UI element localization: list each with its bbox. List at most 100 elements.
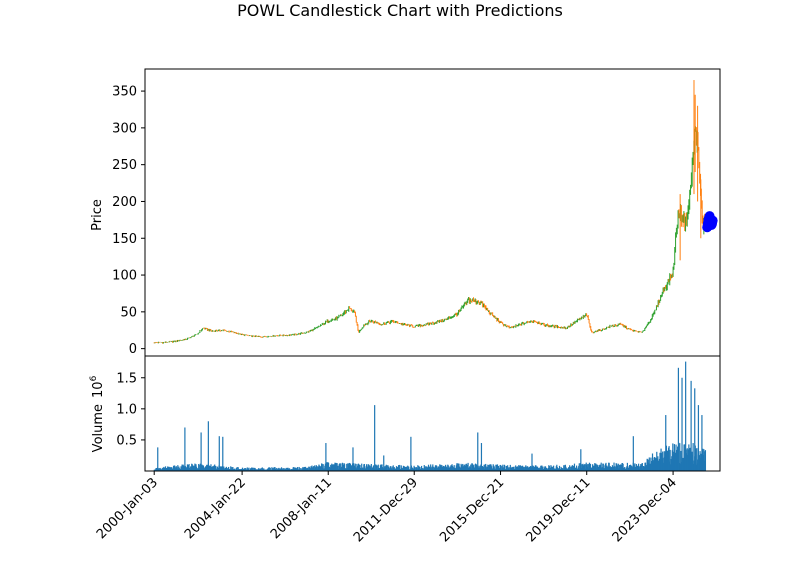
volume-bar	[504, 465, 506, 471]
volume-y-tick-label: 1.5	[116, 371, 137, 386]
price-y-ticks: 0 50 100 150 200 250 300 350	[112, 85, 145, 357]
volume-bar	[327, 462, 330, 471]
volume-bar	[285, 467, 287, 471]
volume-bar	[319, 466, 321, 471]
volume-spike	[632, 436, 634, 471]
volume-bar	[419, 467, 421, 471]
volume-spike	[200, 432, 202, 471]
volume-spike	[697, 405, 700, 471]
volume-bar	[692, 443, 694, 471]
volume-spike	[531, 453, 533, 471]
volume-spike	[352, 447, 354, 471]
volume-bar	[696, 448, 698, 471]
volume-bar	[576, 465, 578, 471]
volume-bar	[322, 464, 324, 471]
volume-y-tick-label: 0.5	[116, 433, 137, 448]
volume-bar	[606, 465, 608, 471]
volume-bar	[680, 450, 682, 471]
volume-spike	[222, 436, 224, 471]
volume-bar	[541, 465, 543, 471]
volume-bar	[249, 468, 252, 471]
volume-bars	[153, 361, 707, 471]
volume-bar	[511, 466, 513, 471]
volume-bar	[252, 467, 254, 471]
volume-bar	[416, 467, 418, 471]
volume-bar	[595, 463, 597, 471]
volume-bar	[612, 466, 614, 471]
volume-y-ticks: 0.5 1.0 1.5	[116, 371, 145, 448]
volume-bar	[573, 463, 576, 471]
volume-y-label: Volume 106	[89, 375, 106, 452]
volume-bar	[467, 462, 469, 471]
volume-bar	[508, 467, 510, 471]
volume-bar	[370, 463, 372, 471]
volume-bar	[519, 465, 522, 471]
volume-bar	[542, 466, 544, 471]
volume-spike	[681, 377, 683, 471]
volume-spike	[665, 415, 667, 471]
volume-bar	[219, 466, 221, 471]
volume-bar	[565, 466, 567, 471]
volume-bar	[496, 464, 499, 471]
volume-bar	[470, 464, 472, 471]
volume-bar	[339, 463, 341, 471]
volume-spike	[685, 361, 687, 471]
volume-bar	[363, 463, 365, 471]
volume-bar	[177, 465, 179, 471]
volume-bar	[340, 463, 342, 471]
volume-bar	[487, 464, 489, 471]
volume-bar	[174, 465, 176, 471]
volume-bar	[479, 465, 481, 471]
volume-bar	[188, 464, 190, 471]
volume-bar	[518, 464, 520, 471]
volume-bar	[230, 466, 232, 471]
volume-spike	[580, 449, 582, 471]
price-y-tick-label: 0	[129, 342, 137, 357]
volume-bar	[386, 465, 388, 471]
volume-bar	[240, 468, 243, 471]
volume-bar	[350, 465, 353, 471]
volume-bar	[307, 467, 309, 471]
volume-spike	[157, 447, 159, 471]
price-y-tick-label: 300	[112, 121, 137, 136]
volume-bar	[596, 464, 598, 471]
volume-bar	[376, 465, 378, 471]
volume-bar	[584, 464, 586, 471]
volume-spike	[184, 427, 186, 471]
volume-bar	[669, 449, 671, 471]
volume-bar	[298, 466, 300, 471]
volume-bar	[283, 468, 285, 471]
volume-bar	[299, 468, 301, 471]
price-y-label: Price	[90, 199, 105, 231]
volume-bar	[600, 462, 602, 471]
volume-bar	[294, 467, 296, 471]
volume-bar	[535, 465, 537, 471]
volume-axes-frame	[144, 355, 721, 472]
x-tick-label: 2004-Jan-22	[182, 475, 249, 542]
volume-bar	[505, 465, 508, 471]
volume-bar	[295, 468, 298, 471]
volume-spike	[694, 388, 696, 471]
volume-spike	[477, 432, 479, 471]
volume-bar	[313, 466, 315, 471]
volume-bar	[414, 466, 416, 471]
volume-bar	[260, 468, 262, 471]
volume-bar	[430, 464, 432, 471]
volume-bar	[435, 465, 438, 471]
volume-scale-exponent: 6	[89, 375, 99, 381]
volume-bar	[302, 467, 305, 471]
x-tick-label: 2023-Dec-04	[610, 475, 680, 545]
volume-bar	[237, 467, 239, 471]
x-tick-label: 2011-Dec-29	[351, 475, 421, 545]
volume-bar	[316, 466, 318, 471]
volume-bar	[248, 467, 250, 471]
volume-bar	[602, 463, 604, 471]
volume-bar	[507, 465, 509, 471]
volume-bar	[618, 464, 620, 471]
volume-bar	[420, 465, 423, 471]
volume-bar	[377, 464, 379, 471]
x-tick-label: 2015-Dec-21	[437, 475, 507, 545]
volume-bar	[201, 464, 203, 471]
volume-bar	[310, 466, 312, 471]
price-series	[153, 80, 707, 344]
